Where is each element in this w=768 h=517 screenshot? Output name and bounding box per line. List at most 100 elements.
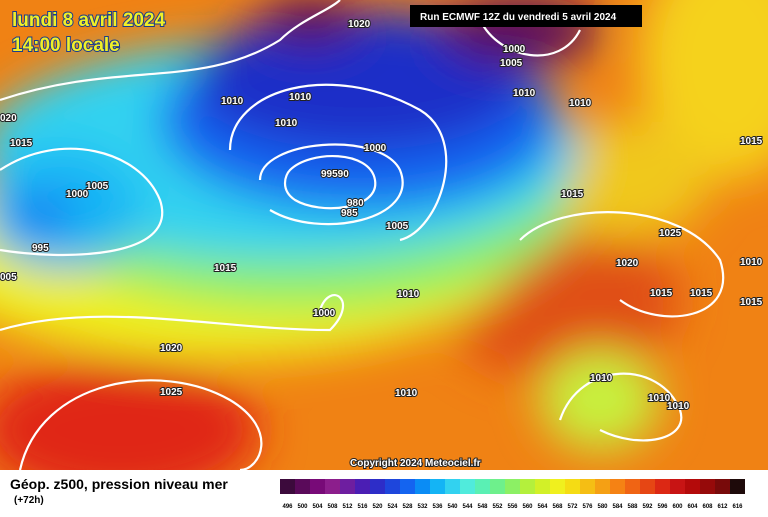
scale-swatch bbox=[715, 479, 730, 494]
scale-label: 580 bbox=[597, 504, 608, 510]
isobar-label: 1005 bbox=[386, 221, 409, 232]
isobar-label: 980 bbox=[347, 198, 364, 209]
isobar bbox=[519, 211, 724, 318]
scale-label: 500 bbox=[297, 504, 308, 510]
scale-swatch bbox=[625, 479, 640, 494]
scale-swatch bbox=[520, 479, 535, 494]
scale-swatch bbox=[415, 479, 430, 494]
isobar-label: 1010 bbox=[275, 118, 298, 129]
isobar-label: 1010 bbox=[397, 289, 420, 300]
isobar-label: 1010 bbox=[289, 92, 312, 103]
copyright: Copyright 2024 Meteociel.fr bbox=[350, 458, 481, 469]
isobar-label: 1010 bbox=[569, 98, 592, 109]
isobar-label: 1015 bbox=[10, 138, 33, 149]
isobar-label: 1015 bbox=[650, 288, 673, 299]
scale-swatch bbox=[595, 479, 610, 494]
scale-label: 512 bbox=[342, 504, 353, 510]
scale-label: 504 bbox=[312, 504, 323, 510]
scale-label: 548 bbox=[477, 504, 488, 510]
scale-swatch bbox=[325, 479, 340, 494]
isobar bbox=[479, 19, 581, 57]
scale-label: 544 bbox=[462, 504, 473, 510]
scale-label: 516 bbox=[357, 504, 368, 510]
scale-label: 588 bbox=[627, 504, 638, 510]
forecast-time: 14:00 locale bbox=[12, 35, 120, 56]
scale-label: 612 bbox=[717, 504, 728, 510]
isobar-label: 1010 bbox=[648, 393, 671, 404]
isobar-label: 1020 bbox=[160, 343, 183, 354]
run-box bbox=[410, 5, 642, 27]
geopotential-field bbox=[0, 0, 768, 500]
scale-swatch bbox=[565, 479, 580, 494]
scale-label: 616 bbox=[732, 504, 743, 510]
isobar-label: 1010 bbox=[395, 388, 418, 399]
isobar-label: 1000 bbox=[503, 44, 526, 55]
isobar-label: 005 bbox=[0, 272, 17, 283]
scale-label: 556 bbox=[507, 504, 518, 510]
isobar-label: 1015 bbox=[740, 136, 763, 147]
scale-label: 568 bbox=[552, 504, 563, 510]
scale-swatch bbox=[370, 479, 385, 494]
scale-swatch bbox=[280, 479, 295, 494]
scale-label: 584 bbox=[612, 504, 623, 510]
isobar bbox=[0, 147, 164, 257]
scale-swatch bbox=[610, 479, 625, 494]
isobar-label: 1015 bbox=[690, 288, 713, 299]
scale-swatch bbox=[460, 479, 475, 494]
isobar-label: 1010 bbox=[667, 401, 690, 412]
color-scale: 496 500 504 508 512 516 520 524 528 532 536 540 544 5… bbox=[280, 479, 745, 510]
scale-swatch bbox=[640, 479, 655, 494]
scale-label: 524 bbox=[387, 504, 398, 510]
scale-label: 608 bbox=[702, 504, 713, 510]
forecast-date: lundi 8 avril 2024 bbox=[12, 10, 166, 31]
isobar-label: 1005 bbox=[500, 58, 523, 69]
scale-swatch bbox=[535, 479, 550, 494]
isobar-label: 985 bbox=[341, 208, 358, 219]
scale-swatch bbox=[670, 479, 685, 494]
isobar-label: 1010 bbox=[590, 373, 613, 384]
scale-label: 576 bbox=[582, 504, 593, 510]
scale-swatch bbox=[310, 479, 325, 494]
scale-swatch bbox=[490, 479, 505, 494]
isobar bbox=[228, 83, 448, 242]
scale-label: 528 bbox=[402, 504, 413, 510]
isobar-label: 1020 bbox=[348, 19, 371, 30]
scale-label: 564 bbox=[537, 504, 548, 510]
scale-label: 572 bbox=[567, 504, 578, 510]
scale-swatch bbox=[340, 479, 355, 494]
isobar-label: 1010 bbox=[513, 88, 536, 99]
isobar bbox=[258, 143, 404, 226]
isobar-label: 1000 bbox=[313, 308, 336, 319]
scale-swatch bbox=[445, 479, 460, 494]
scale-label: 540 bbox=[447, 504, 458, 510]
scale-swatch bbox=[685, 479, 700, 494]
isobar-label: 1025 bbox=[160, 387, 183, 398]
isobar-label: 1025 bbox=[659, 228, 682, 239]
scale-label: 552 bbox=[492, 504, 503, 510]
scale-label: 532 bbox=[417, 504, 428, 510]
scale-swatch bbox=[580, 479, 595, 494]
isobar bbox=[283, 154, 377, 210]
scale-label: 536 bbox=[432, 504, 443, 510]
scale-swatch bbox=[385, 479, 400, 494]
scale-label: 604 bbox=[687, 504, 698, 510]
isobar-label: 1000 bbox=[364, 143, 387, 154]
run-info: Run ECMWF 12Z du vendredi 5 avril 2024 bbox=[420, 12, 617, 23]
isobar-label: 1000 bbox=[66, 189, 89, 200]
scale-label: 520 bbox=[372, 504, 383, 510]
isobar-label: 995 bbox=[32, 243, 49, 254]
scale-label: 560 bbox=[522, 504, 533, 510]
isobar bbox=[0, 294, 344, 332]
isobar bbox=[558, 372, 683, 442]
isobar-label: 1005 bbox=[86, 181, 109, 192]
scale-swatch bbox=[730, 479, 745, 494]
isobar-label: 1015 bbox=[561, 189, 584, 200]
scale-swatch bbox=[655, 479, 670, 494]
legend-title: Géop. z500, pression niveau mer bbox=[10, 476, 228, 492]
isobar-label: 99590 bbox=[321, 169, 349, 180]
legend-subtitle: (+72h) bbox=[14, 495, 44, 506]
isobar-label: 1010 bbox=[221, 96, 244, 107]
scale-swatch bbox=[700, 479, 715, 494]
